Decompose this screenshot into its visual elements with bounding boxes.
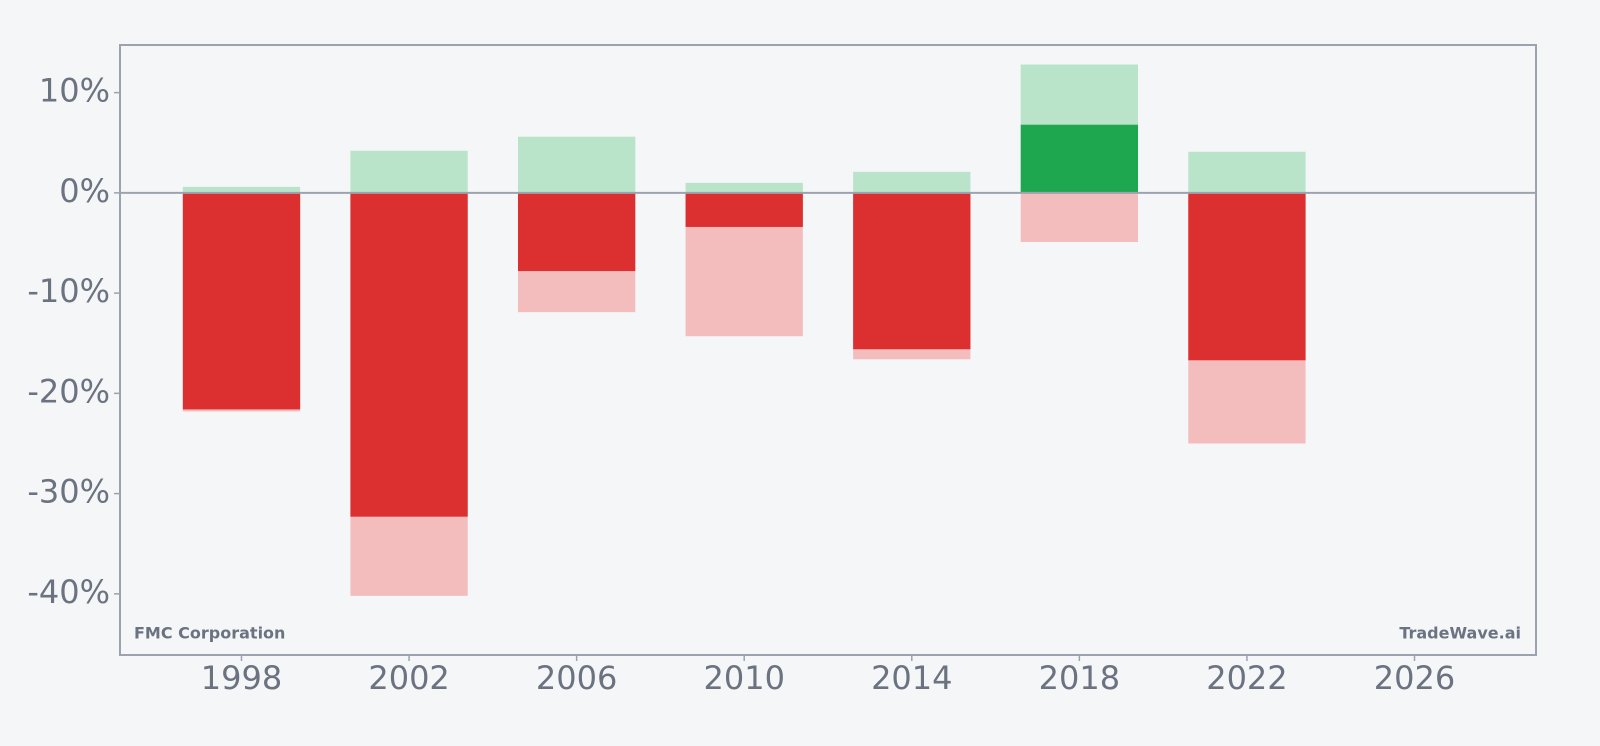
high-bar [685,182,803,193]
y-tick-label: 0% [59,172,110,210]
y-tick-label: -40% [27,573,110,611]
company-label: FMC Corporation [134,624,285,643]
plot-frame [119,44,1537,656]
value-bar [517,192,636,272]
high-bar [853,171,971,193]
x-tick-label: 2026 [1374,659,1455,697]
value-bar [1020,124,1139,193]
high-bar [182,186,301,193]
value-bar [853,192,971,350]
x-tick-label: 2006 [536,659,617,697]
x-tick-label: 2002 [368,659,449,697]
x-tick-label: 2018 [1039,659,1120,697]
x-tick-label: 1998 [201,659,282,697]
low-bar [1020,192,1139,242]
y-tick-label: 10% [39,72,110,110]
value-bar [350,192,468,517]
x-tick-label: 2022 [1206,659,1287,697]
high-bar [1188,151,1306,193]
y-tick-label: -30% [27,473,110,511]
watermark: TradeWave.ai [1399,624,1521,643]
value-bar [1188,192,1306,361]
y-tick-label: -20% [27,372,110,410]
x-tick-label: 2010 [703,659,784,697]
value-bar [685,192,803,227]
high-bar [517,136,636,193]
x-tick-label: 2014 [871,659,952,697]
value-bar [182,192,301,410]
y-tick-label: -10% [27,272,110,310]
high-bar [350,150,468,193]
